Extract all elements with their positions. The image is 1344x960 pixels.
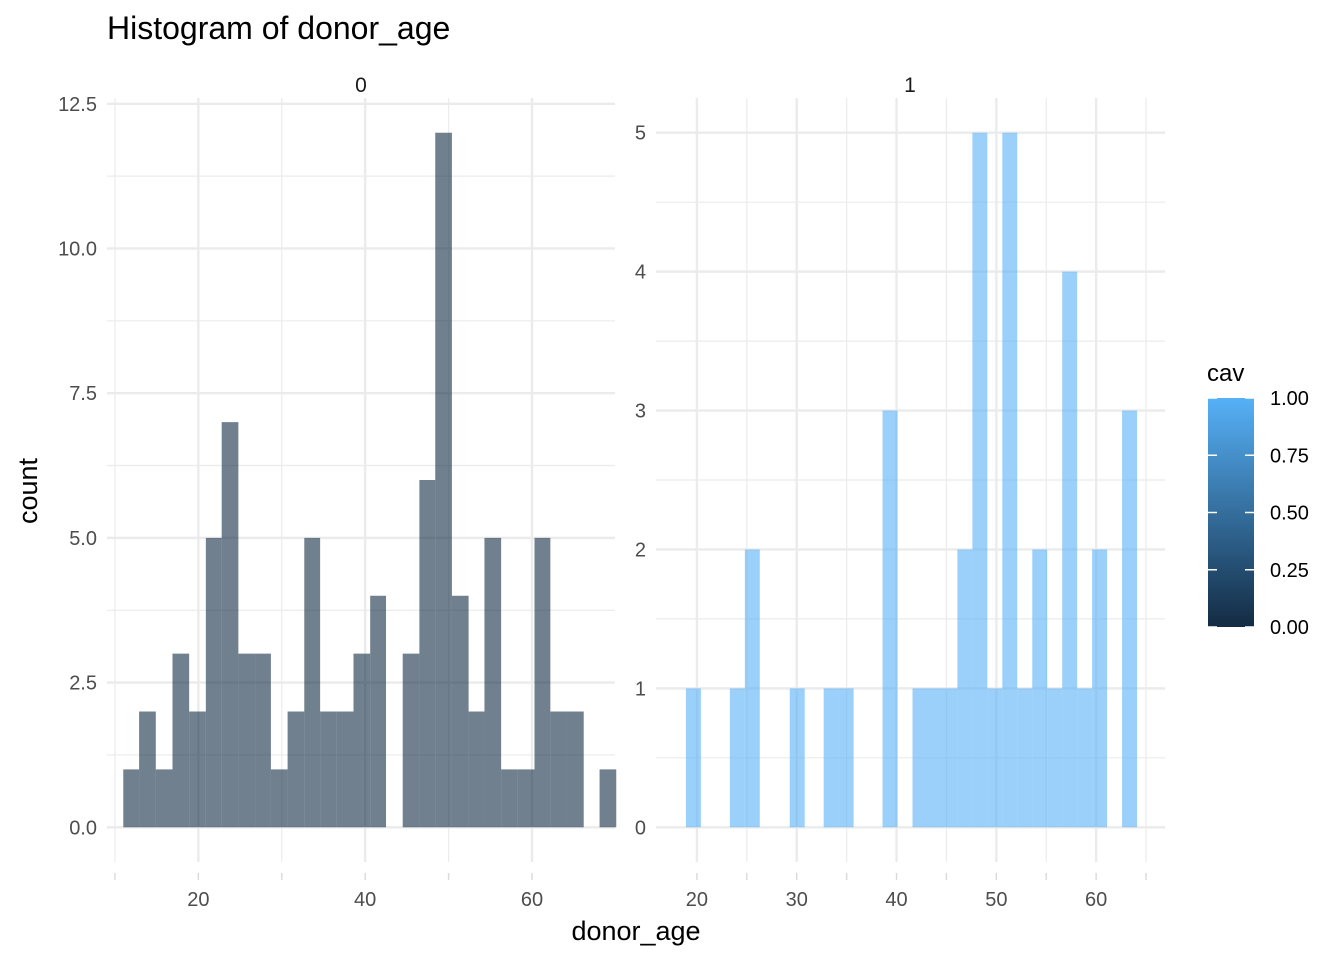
histogram-bar — [370, 595, 387, 828]
histogram-bar — [599, 769, 617, 828]
y-tick-label: 7.5 — [69, 383, 97, 405]
histogram-bar — [287, 711, 305, 828]
histogram-bar — [1122, 410, 1138, 828]
x-tick-label: 20 — [686, 889, 708, 911]
histogram-bar — [567, 711, 584, 828]
histogram-bar — [484, 537, 502, 828]
legend-label: 0.25 — [1270, 560, 1309, 582]
panel-cav-1: 20 30 40 50 60 0 1 2 3 4 5 — [635, 98, 1165, 911]
legend-title: cav — [1207, 360, 1244, 387]
histogram-bar — [155, 769, 173, 828]
histogram-bar — [789, 688, 805, 828]
legend-label: 0.75 — [1270, 445, 1309, 467]
histogram-bar — [912, 688, 928, 828]
histogram-bar — [189, 711, 206, 828]
y-tick-label: 2.5 — [69, 673, 97, 695]
y-tick-label: 3 — [635, 401, 646, 423]
histogram-bar — [823, 688, 839, 828]
histogram-bar — [468, 711, 485, 828]
y-tick-label: 12.5 — [58, 94, 97, 116]
y-tick-label: 1 — [635, 678, 646, 700]
histogram-bar — [353, 653, 371, 828]
histogram-bar — [957, 549, 973, 828]
x-tick-label: 60 — [521, 889, 543, 911]
y-tick-label: 5.0 — [69, 528, 97, 550]
histogram-bar — [270, 769, 288, 828]
x-tick-label: 30 — [786, 889, 808, 911]
histogram-bar — [517, 769, 535, 828]
histogram-bar — [304, 537, 321, 828]
histogram-bar — [501, 769, 518, 828]
histogram-bar — [123, 769, 140, 828]
facet-strip-0: 0 — [355, 74, 367, 97]
histogram-bar — [1047, 688, 1063, 828]
histogram-bar — [238, 653, 256, 828]
histogram-bar — [942, 688, 958, 828]
histogram-bar — [987, 688, 1003, 828]
histogram-bar — [534, 537, 551, 828]
histogram-bar — [729, 688, 745, 828]
histogram-bar — [1032, 549, 1048, 828]
histogram-bar — [205, 537, 222, 828]
colorbar-legend: cav 1.00 0.75 0.50 0.25 0.00 — [1207, 360, 1309, 639]
y-tick-label: 4 — [635, 262, 646, 284]
histogram-bar — [255, 653, 271, 828]
y-tick-label: 5 — [635, 123, 646, 145]
x-tick-label: 40 — [885, 889, 907, 911]
histogram-bar — [744, 549, 760, 828]
y-axis-title: count — [13, 457, 43, 524]
x-tick-label: 40 — [354, 889, 376, 911]
panel-cav-0: 20 40 60 0.0 2.5 5.0 7.5 10.0 12.5 — [58, 94, 617, 911]
histogram-bar — [838, 688, 854, 828]
histogram-bar — [1092, 549, 1108, 828]
histogram-bar — [320, 711, 337, 828]
histogram-bar — [1077, 688, 1093, 828]
facet-strip-1: 1 — [904, 74, 916, 97]
histogram-bar — [972, 132, 988, 828]
histogram-bar — [927, 688, 943, 828]
legend-label: 0.00 — [1270, 617, 1309, 639]
x-tick-label: 60 — [1085, 889, 1107, 911]
chart-title: Histogram of donor_age — [107, 10, 450, 46]
histogram-bar — [685, 688, 701, 828]
histogram-bar — [172, 653, 190, 828]
histogram-bar — [1062, 271, 1078, 828]
histogram-bar — [139, 711, 156, 828]
histogram-bar — [1017, 688, 1033, 828]
x-tick-label: 50 — [985, 889, 1007, 911]
y-tick-label: 2 — [635, 539, 646, 561]
histogram-bar — [336, 711, 354, 828]
x-tick-label: 20 — [187, 889, 209, 911]
histogram-bar — [419, 480, 436, 828]
y-tick-label: 10.0 — [58, 238, 97, 260]
x-axis-title: donor_age — [571, 916, 700, 946]
histogram-bar — [402, 653, 420, 828]
legend-label: 0.50 — [1270, 503, 1309, 525]
histogram-bar — [550, 711, 568, 828]
histogram-bar — [1002, 132, 1018, 828]
histogram-bar — [435, 132, 452, 828]
histogram-bar — [451, 595, 469, 828]
y-tick-label: 0.0 — [69, 817, 97, 839]
histogram-bar — [882, 410, 898, 828]
histogram-bar — [221, 422, 239, 828]
y-tick-label: 0 — [635, 817, 646, 839]
legend-label: 1.00 — [1270, 388, 1309, 410]
